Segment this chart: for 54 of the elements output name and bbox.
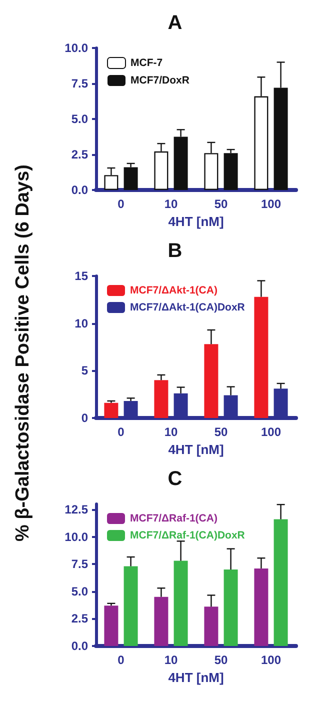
y-tick-label: 0.0 xyxy=(71,183,88,197)
x-tick-label: 50 xyxy=(214,425,228,439)
bar xyxy=(124,167,138,190)
bar xyxy=(154,380,168,418)
x-tick-label: 50 xyxy=(214,197,228,211)
legend-label: MCF-7 xyxy=(130,57,163,69)
y-tick-label: 7.5 xyxy=(71,557,88,572)
y-tick-label: 0.0 xyxy=(71,639,88,653)
y-tick-label: 10.0 xyxy=(64,530,88,544)
y-tick-label: 12.5 xyxy=(64,502,88,516)
bar xyxy=(104,402,118,418)
x-axis-title: 4HT [nM] xyxy=(168,214,224,229)
y-axis-title: % β-Galactosidase Positive Cells (6 Days) xyxy=(12,164,34,541)
bar xyxy=(254,296,268,418)
y-tick-label: 2.5 xyxy=(71,148,88,162)
x-tick-label: 10 xyxy=(164,425,178,439)
y-tick-label: 5 xyxy=(81,364,88,378)
y-tick-label: 10 xyxy=(74,316,88,330)
y-tick-label: 0 xyxy=(81,411,88,425)
x-tick-label: 100 xyxy=(260,197,282,211)
x-tick-label: 10 xyxy=(164,653,178,667)
y-tick-label: 7.5 xyxy=(71,76,88,90)
chart-title: C xyxy=(168,468,182,490)
legend-label: MCF7/ΔRaf-1(CA)DoxR xyxy=(130,530,246,542)
bar xyxy=(254,568,268,646)
x-tick-label: 100 xyxy=(260,653,282,667)
x-axis-title: 4HT [nM] xyxy=(168,442,224,457)
chart-title: B xyxy=(168,240,182,262)
x-tick-label: 0 xyxy=(118,197,125,211)
y-tick-label: 2.5 xyxy=(71,612,88,626)
y-tick-label: 15 xyxy=(74,269,88,283)
bar xyxy=(174,560,188,646)
bar xyxy=(204,606,218,646)
x-tick-label: 10 xyxy=(164,197,178,211)
bar xyxy=(124,566,138,646)
legend-label: MCF7/ΔAkt-1(CA)DoxR xyxy=(130,302,246,314)
legend-label: MCF7/ΔAkt-1(CA) xyxy=(130,284,218,296)
bar xyxy=(224,153,238,190)
y-tick-label: 5.0 xyxy=(71,584,88,598)
y-tick-label: 5.0 xyxy=(71,112,88,126)
x-tick-label: 50 xyxy=(214,653,228,667)
legend-label: MCF7/ΔRaf-1(CA) xyxy=(130,512,218,524)
bar xyxy=(224,570,238,646)
bar xyxy=(204,344,218,418)
x-tick-label: 0 xyxy=(118,425,125,439)
bar xyxy=(274,519,288,646)
bar xyxy=(154,596,168,646)
legend-label: MCF7/DoxR xyxy=(130,74,190,86)
x-tick-label: 0 xyxy=(118,653,125,667)
x-tick-label: 100 xyxy=(260,425,282,439)
y-tick-label: 10.0 xyxy=(64,41,88,55)
chart-title: A xyxy=(168,12,182,34)
bar xyxy=(104,606,118,646)
x-axis-title: 4HT [nM] xyxy=(168,670,224,685)
